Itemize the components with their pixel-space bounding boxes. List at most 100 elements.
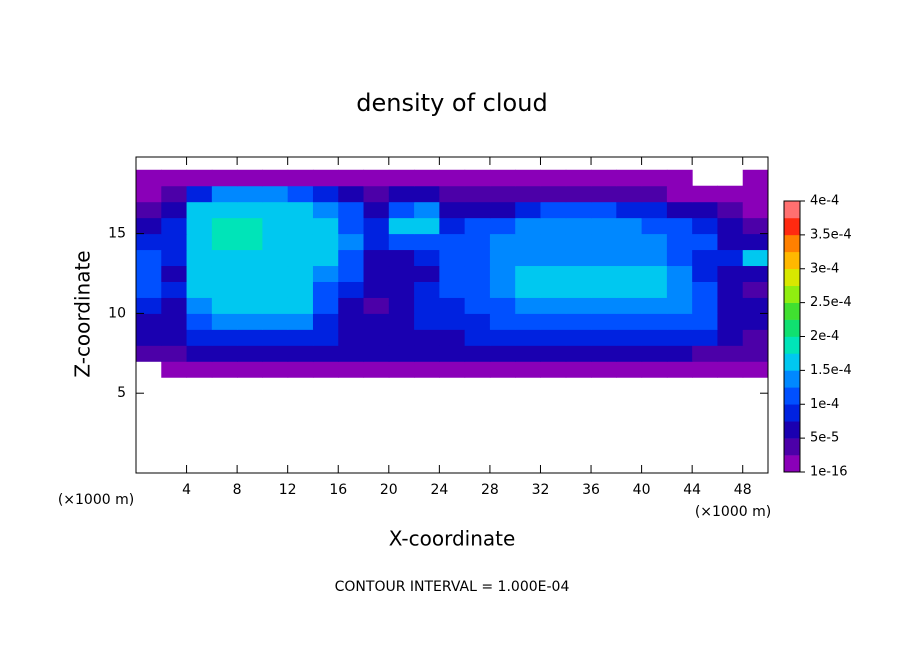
cell [540,185,567,203]
cell [363,297,390,314]
cell [439,233,466,251]
cell [237,329,263,346]
cell [262,313,289,330]
cell [616,329,643,346]
cell [464,249,491,267]
cell [262,297,289,314]
cell [136,345,162,362]
cell [211,217,238,235]
cell [515,185,541,203]
cell [591,201,617,219]
cell [540,201,567,219]
x-tick-label: 24 [430,482,448,498]
cell [211,345,238,362]
cell [161,249,188,267]
cell [338,281,365,298]
cell [616,249,643,267]
cell [287,345,314,362]
cell [262,201,289,219]
cell [312,297,339,314]
cell [489,233,516,251]
cell [540,169,567,187]
cell [717,217,744,235]
x-tick-label: 44 [683,482,701,498]
cell [211,249,238,267]
cell [161,233,188,251]
cell [161,265,188,282]
cell [515,313,541,330]
cell [439,217,466,235]
colorbar-band [784,302,800,320]
cell [616,185,643,203]
cell [742,169,769,187]
cell [565,313,592,330]
cell [489,329,516,346]
cell [262,185,289,203]
colorbar-band [784,217,800,236]
colorbar-band [784,319,800,337]
cell [742,185,769,203]
cell [161,313,188,330]
cell [439,185,466,203]
cell [439,361,466,378]
cell [641,201,668,219]
cell [742,265,769,282]
cell [363,281,390,298]
cell [565,265,592,282]
colorbar-tick-label: 5e-5 [810,431,839,446]
colorbar-band [784,251,800,270]
cell [540,281,567,298]
cell [641,169,668,187]
colorbar-tick-label: 2.5e-4 [810,295,852,310]
cell [692,313,718,330]
cell [287,201,314,219]
cell [186,249,213,267]
cell [717,233,744,251]
colorbar-tick-label: 3.5e-4 [810,227,852,242]
cell [489,297,516,314]
x-tick-label: 32 [532,482,550,498]
cell [565,201,592,219]
colorbar-tick-label: 1e-4 [810,397,839,412]
cell [641,361,668,378]
cell [161,281,188,298]
cell [692,265,718,282]
cell [540,249,567,267]
cell [515,345,541,362]
cell [338,313,365,330]
cell [616,313,643,330]
cell [211,361,238,378]
cell [388,265,415,282]
x-tick-label: 28 [481,482,499,498]
cell [338,249,365,267]
colorbar-tick-label: 1.5e-4 [810,363,852,378]
cell [489,265,516,282]
colorbar-band [784,285,800,303]
cell [565,297,592,314]
cell [338,233,365,251]
y-tick-label: 5 [117,385,126,401]
x-tick-label: 20 [380,482,398,498]
cell [388,313,415,330]
field [136,169,769,378]
cell [591,185,617,203]
cell [464,281,491,298]
cell [489,281,516,298]
cell [540,361,567,378]
cell [136,233,162,251]
cell [591,361,617,378]
cell [414,345,440,362]
cell [515,201,541,219]
x-tick-label: 16 [329,482,347,498]
cell [388,217,415,235]
cell [540,217,567,235]
cell [742,297,769,314]
cell [287,185,314,203]
cell [565,233,592,251]
cell [287,265,314,282]
cell [388,329,415,346]
cell [262,329,289,346]
cell [262,345,289,362]
x-axis-label: X-coordinate [389,527,516,551]
